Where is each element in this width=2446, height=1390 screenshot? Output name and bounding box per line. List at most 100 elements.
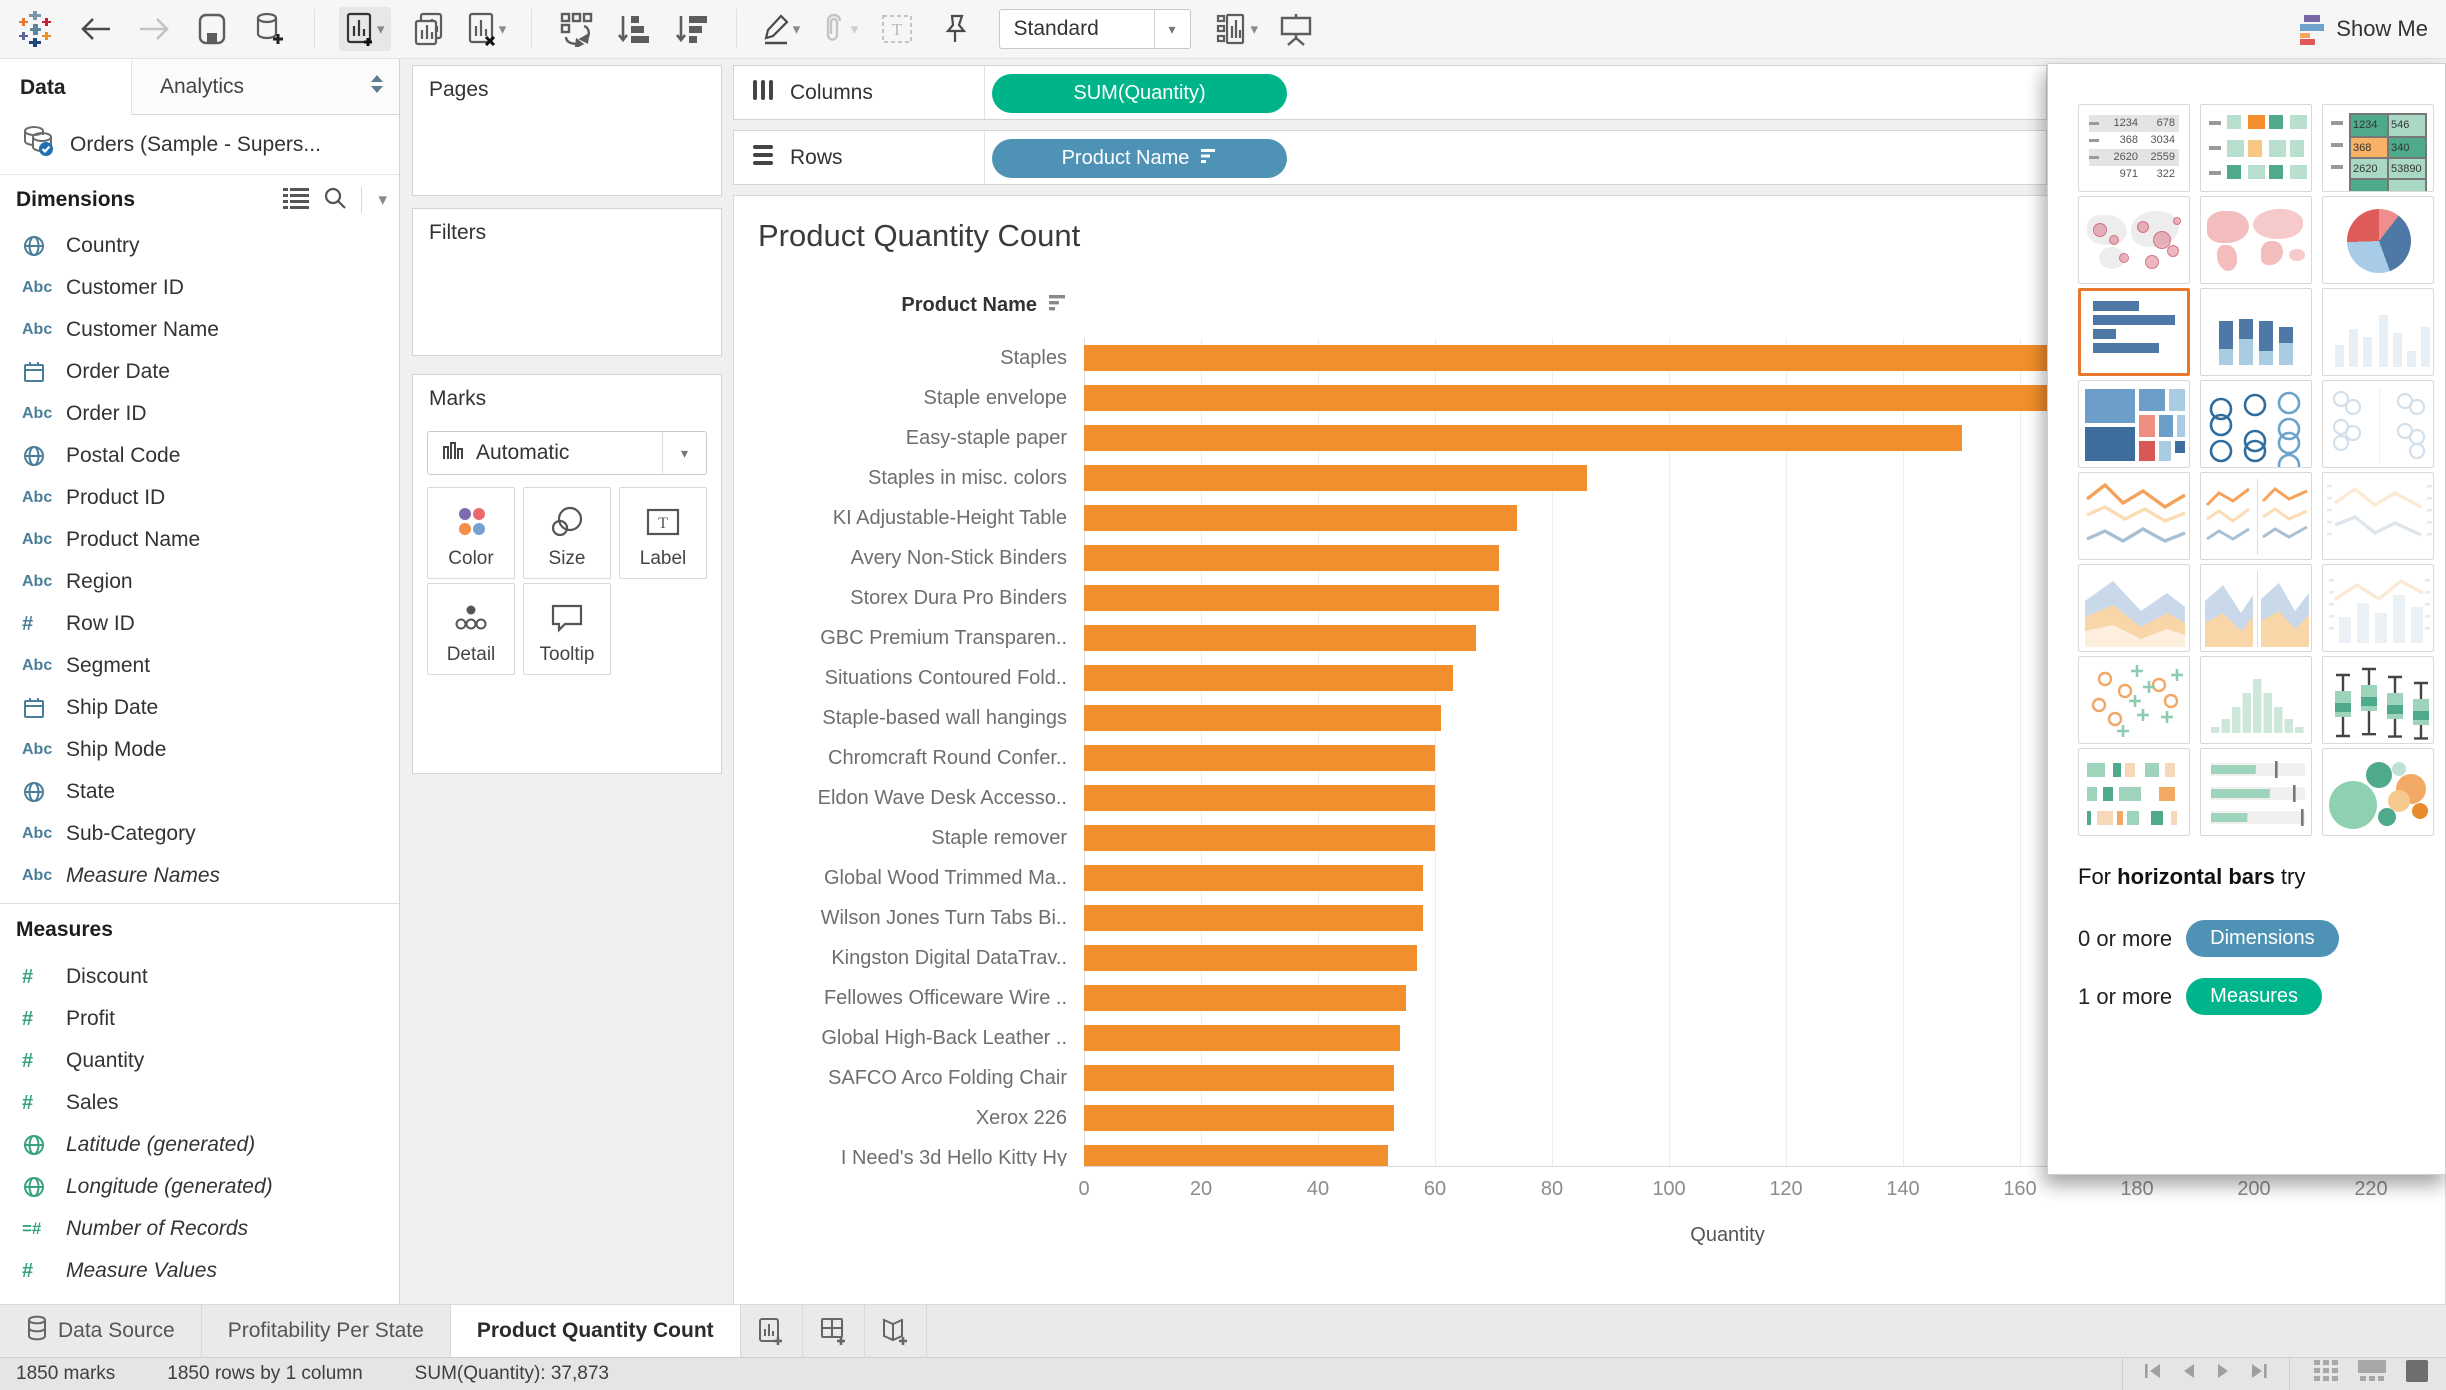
bar-avery-non-stick-binders[interactable] <box>1084 545 1500 571</box>
row-label-xerox-226[interactable]: Xerox 226 <box>975 1107 1067 1129</box>
row-label-chromcraft-round-confer[interactable]: Chromcraft Round Confer.. <box>828 747 1067 769</box>
bar-eldon-wave-desk-accesso[interactable] <box>1084 785 1435 811</box>
previous-sheet-button[interactable] <box>2181 1362 2197 1386</box>
row-label-gbc-premium-transparen[interactable]: GBC Premium Transparen.. <box>820 627 1067 649</box>
row-label-fellowes-officeware-wire[interactable]: Fellowes Officeware Wire .. <box>823 987 1067 1009</box>
rows-pill-product-name[interactable]: Product Name <box>992 139 1287 178</box>
bar-kingston-digital-datatrav[interactable] <box>1084 945 1418 971</box>
product-name-column-header[interactable]: Product Name <box>734 292 1067 318</box>
presentation-mode-button[interactable] <box>1276 7 1316 51</box>
mark-type-caret[interactable]: ▾ <box>662 432 706 474</box>
sidebar-field-customer-name[interactable]: Abc Customer Name <box>22 318 219 341</box>
sidebar-field-state[interactable]: State <box>0 771 399 813</box>
save-button[interactable] <box>192 7 232 51</box>
sidebar-field-sub-category[interactable]: Abc Sub-Category <box>22 822 196 845</box>
columns-pill-sum-quantity[interactable]: SUM(Quantity) <box>992 74 1287 113</box>
showme-lines-discrete-thumbnail[interactable] <box>2200 472 2312 560</box>
row-label-avery-non-stick-binders[interactable]: Avery Non-Stick Binders <box>850 547 1067 569</box>
row-label-global-high-back-leather[interactable]: Global High-Back Leather .. <box>821 1027 1067 1049</box>
format-workbook-button[interactable]: ▾ <box>819 7 859 51</box>
showme-gantt-thumbnail[interactable] <box>2078 748 2190 836</box>
showme-heat-map-thumbnail[interactable]: 1234 546 368 340 2620 53890 <box>2322 104 2434 192</box>
row-label-storex-dura-pro-binders[interactable]: Storex Dura Pro Binders <box>850 587 1067 609</box>
sidebar-field-measure-names[interactable]: Abc Measure Names <box>22 864 221 887</box>
row-label-staple-based-wall-hangings[interactable]: Staple-based wall hangings <box>822 707 1067 729</box>
undo-button[interactable] <box>76 7 116 51</box>
highlight-button[interactable]: ▾ <box>761 7 801 51</box>
sidebar-field-sales[interactable]: # Sales <box>22 1091 119 1114</box>
sidebar-field-customer-id[interactable]: Abc Customer ID <box>22 276 184 299</box>
duplicate-sheet-button[interactable] <box>409 7 449 51</box>
new-data-source-button[interactable] <box>250 7 290 51</box>
filters-shelf[interactable]: Filters <box>412 208 722 356</box>
bar-wilson-jones-turn-tabs-bi[interactable] <box>1084 905 1424 931</box>
sidebar-field-measure-values[interactable]: # Measure Values <box>22 1259 217 1282</box>
bar-chromcraft-round-confer[interactable] <box>1084 745 1435 771</box>
row-label-wilson-jones-turn-tabs-bi[interactable]: Wilson Jones Turn Tabs Bi.. <box>820 907 1067 929</box>
showme-pie-chart-thumbnail[interactable] <box>2322 196 2434 284</box>
sidebar-field-country[interactable]: Country <box>0 225 399 267</box>
showme-box-and-whisker-thumbnail[interactable] <box>2322 656 2434 744</box>
showme-area-continuous-thumbnail[interactable] <box>2078 564 2190 652</box>
tab-data[interactable]: Data <box>0 60 132 115</box>
fix-axes-pin-button[interactable] <box>935 7 975 51</box>
tooltip-button[interactable]: Tooltip <box>523 583 611 675</box>
sidebar-field-profit[interactable]: # Profit <box>22 1007 116 1030</box>
showme-stacked-bars-thumbnail[interactable] <box>2200 288 2312 376</box>
sidebar-field-number-of-records[interactable]: =# Number of Records <box>22 1217 249 1240</box>
bar-storex-dura-pro-binders[interactable] <box>1084 585 1500 611</box>
sidebar-field-postal-code[interactable]: Postal Code <box>0 435 399 477</box>
new-worksheet-tab-button[interactable] <box>741 1305 803 1357</box>
sidebar-field-region[interactable]: Abc Region <box>22 570 133 593</box>
view-as-list-icon[interactable] <box>283 187 310 214</box>
bar-safco-arco-folding-chair[interactable] <box>1084 1065 1395 1091</box>
showme-packed-bubbles-thumbnail[interactable] <box>2322 748 2434 836</box>
showme-bullet-graph-thumbnail[interactable] <box>2200 748 2312 836</box>
row-label-safco-arco-folding-chair[interactable]: SAFCO Arco Folding Chair <box>828 1067 1067 1089</box>
sidebar-field-order-id[interactable]: Abc Order ID <box>22 402 147 425</box>
tab-product-quantity-count[interactable]: Product Quantity Count <box>450 1305 741 1357</box>
row-label-eldon-wave-desk-accesso[interactable]: Eldon Wave Desk Accesso.. <box>817 787 1067 809</box>
new-story-tab-button[interactable] <box>865 1305 927 1357</box>
row-label-staples-in-misc-colors[interactable]: Staples in misc. colors <box>868 467 1067 489</box>
fit-mode-caret[interactable]: ▾ <box>1153 10 1190 48</box>
last-sheet-button[interactable] <box>2249 1362 2269 1386</box>
showme-histogram-thumbnail[interactable] <box>2200 656 2312 744</box>
columns-shelf[interactable]: Columns SUM(Quantity) <box>733 65 2047 120</box>
sidebar-field-row-id[interactable]: # Row ID <box>22 612 135 635</box>
tab-data-source[interactable]: Data Source <box>0 1305 202 1357</box>
show-mark-labels-button[interactable]: ▾ <box>1215 7 1258 51</box>
sort-descending-button[interactable] <box>672 7 712 51</box>
sidebar-field-order-date[interactable]: Order Date <box>0 351 399 393</box>
showme-horizontal-bars-thumbnail[interactable] <box>2078 288 2190 376</box>
sidebar-field-ship-date[interactable]: Ship Date <box>0 687 399 729</box>
rows-shelf[interactable]: Rows Product Name <box>733 130 2047 185</box>
current-sheet-view-button[interactable] <box>2406 1360 2428 1388</box>
bar-easy-staple-paper[interactable] <box>1084 425 1962 451</box>
bar-staples-in-misc-colors[interactable] <box>1084 465 1588 491</box>
sidebar-field-product-id[interactable]: Abc Product ID <box>22 486 166 509</box>
sidebar-field-segment[interactable]: Abc Segment <box>22 654 151 677</box>
fit-mode-select[interactable]: Standard ▾ <box>998 9 1191 49</box>
row-label-situations-contoured-fold[interactable]: Situations Contoured Fold.. <box>824 667 1067 689</box>
next-sheet-button[interactable] <box>2215 1362 2231 1386</box>
pane-sort-icon[interactable] <box>369 74 385 100</box>
show-me-button[interactable]: Show Me <box>2296 13 2428 45</box>
row-label-staple-envelope[interactable]: Staple envelope <box>923 387 1067 409</box>
data-source-item[interactable]: Orders (Sample - Supers... <box>0 115 399 175</box>
pages-shelf[interactable]: Pages <box>412 65 722 196</box>
bar-gbc-premium-transparen[interactable] <box>1084 625 1476 651</box>
showme-circle-views-thumbnail[interactable] <box>2200 380 2312 468</box>
mark-type-dropdown[interactable]: Automatic ▾ <box>427 431 707 475</box>
showme-treemap-thumbnail[interactable] <box>2078 380 2190 468</box>
sidebar-field-latitude-generated[interactable]: Latitude (generated) <box>0 1124 399 1166</box>
row-label-global-wood-trimmed-ma[interactable]: Global Wood Trimmed Ma.. <box>823 867 1067 889</box>
bar-xerox-226[interactable] <box>1084 1105 1395 1131</box>
swap-rows-columns-button[interactable] <box>556 7 596 51</box>
row-label-easy-staple-paper[interactable]: Easy-staple paper <box>905 427 1067 449</box>
redo-button[interactable] <box>134 7 174 51</box>
showme-highlight-table-thumbnail[interactable] <box>2200 104 2312 192</box>
bar-staple-remover[interactable] <box>1084 825 1435 851</box>
clear-sheet-caret[interactable]: ▾ <box>498 21 507 38</box>
row-label-kingston-digital-datatrav[interactable]: Kingston Digital DataTrav.. <box>831 947 1067 969</box>
